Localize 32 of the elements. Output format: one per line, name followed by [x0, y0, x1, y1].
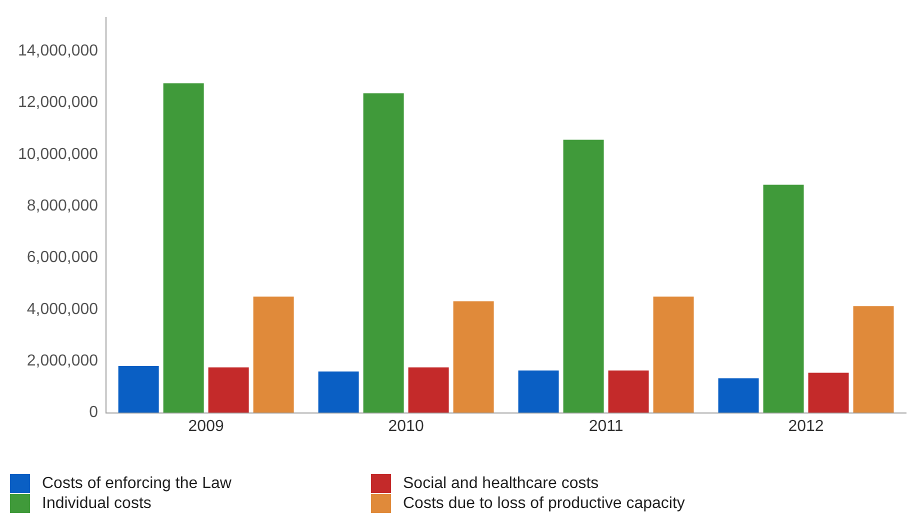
bar [453, 301, 494, 413]
bar [608, 370, 649, 413]
y-tick-label: 8,000,000 [26, 198, 98, 215]
y-tick-label: 10,000,000 [18, 146, 98, 163]
y-tick-label: 12,000,000 [18, 94, 98, 112]
bar [208, 367, 249, 413]
legend-label: Costs of enforcing the Law [42, 474, 232, 492]
y-tick-label: 2,000,000 [26, 352, 98, 370]
bar [118, 366, 159, 413]
y-tick-label: 0 [89, 404, 98, 422]
y-tick-label: 6,000,000 [26, 249, 98, 266]
bar [853, 306, 894, 413]
x-tick-label: 2009 [188, 418, 224, 435]
bar [363, 93, 404, 413]
legend-label: Individual costs [42, 494, 152, 512]
bar [518, 370, 559, 413]
bar [763, 184, 804, 413]
x-tick-label: 2010 [388, 418, 424, 435]
bar [163, 83, 204, 413]
bar [653, 296, 694, 413]
bar [563, 140, 604, 413]
x-tick-label: 2011 [588, 418, 624, 435]
bar [808, 372, 849, 413]
bar [408, 367, 449, 413]
bar [253, 296, 294, 413]
legend-label: Social and healthcare costs [403, 474, 599, 492]
y-tick-label: 4,000,000 [26, 300, 98, 318]
legend-label: Costs due to loss of productive capacity [403, 494, 685, 512]
bar [318, 371, 359, 413]
y-tick-label: 14,000,000 [18, 42, 98, 60]
bar [718, 378, 759, 413]
x-tick-label: 2012 [788, 418, 824, 435]
